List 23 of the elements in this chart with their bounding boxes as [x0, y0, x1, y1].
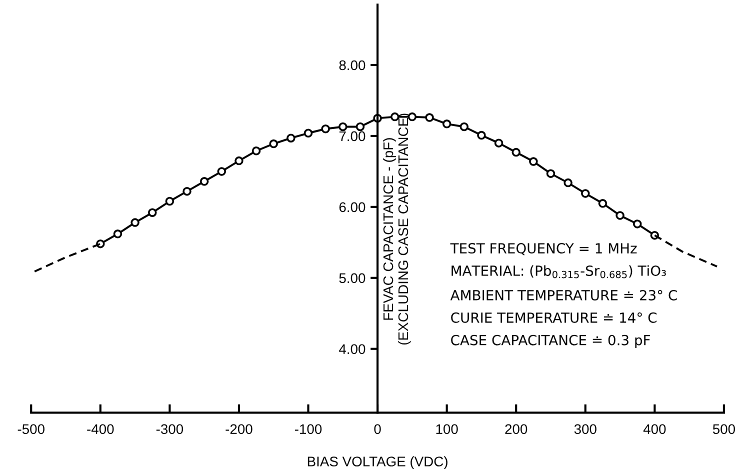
annotation: MATERIAL: (Pb$_{0.315}$-Sr$_{0.685}$) TiO₃	[452, 265, 666, 278]
y-tick-label: 7.00	[339, 131, 366, 142]
y-tick-label: 6.00	[339, 202, 366, 212]
x-tick-label: 0	[374, 424, 381, 434]
x-axis-title: BIAS VOLTAGE (VDC)	[308, 456, 448, 469]
annotation: CASE CAPACITANCE ≐ 0.3 pF	[451, 334, 650, 348]
x-tick-label: 200	[505, 424, 528, 434]
y-tick-label: 4.00	[339, 344, 366, 354]
x-tick-label: 500	[712, 424, 735, 434]
x-tick-label: -300	[156, 424, 184, 434]
y-tick-label: 8.00	[339, 60, 366, 70]
y-axis-title: FEVAC CAPACITANCE - (pF) (EXCLUDING CASE CAPACITANCE)	[382, 114, 411, 345]
x-tick-label: 100	[436, 424, 458, 434]
annotation: AMBIENT TEMPERATURE ≐ 23° C	[450, 290, 677, 300]
x-tick-label: -400	[87, 424, 114, 434]
x-tick-label: 400	[643, 424, 666, 434]
x-tick-label: -500	[18, 424, 44, 434]
x-tick-label: -100	[294, 424, 322, 434]
x-tick-label: 300	[574, 424, 596, 434]
annotation: CURIE TEMPERATURE ≐ 14° C	[451, 312, 657, 323]
x-tick-label: -200	[226, 424, 252, 434]
annotation: TEST FREQUENCY = 1 MHz	[450, 243, 637, 256]
y-tick-label: 5.00	[339, 273, 366, 284]
